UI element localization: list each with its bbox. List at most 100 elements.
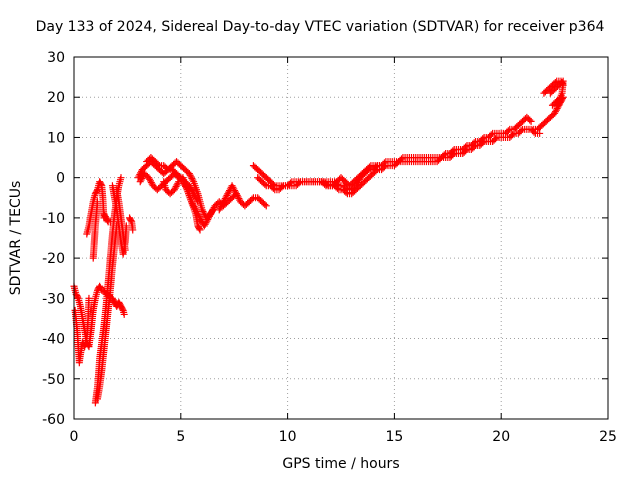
data-point bbox=[233, 191, 241, 199]
data-point bbox=[393, 159, 401, 167]
data-point bbox=[118, 305, 126, 313]
data-point bbox=[235, 195, 243, 203]
data-point bbox=[295, 179, 303, 187]
data-point bbox=[261, 180, 269, 188]
data-point bbox=[192, 195, 200, 203]
data-point bbox=[137, 176, 145, 184]
data-point bbox=[97, 180, 105, 188]
data-point bbox=[449, 151, 457, 159]
data-point bbox=[230, 185, 238, 193]
data-point bbox=[120, 310, 128, 318]
data-point bbox=[187, 173, 195, 181]
data-point bbox=[222, 193, 230, 201]
y-tick-label: -30 bbox=[42, 291, 65, 307]
data-point bbox=[551, 108, 559, 116]
data-point bbox=[248, 195, 256, 203]
data-point bbox=[174, 179, 182, 187]
data-point bbox=[173, 181, 181, 189]
y-tick-label: -40 bbox=[42, 332, 65, 348]
data-point bbox=[278, 183, 286, 191]
data-point bbox=[492, 135, 500, 143]
data-point bbox=[551, 78, 559, 86]
data-point bbox=[261, 200, 269, 208]
y-tick-label: -20 bbox=[42, 251, 65, 267]
x-tick-label: 10 bbox=[279, 429, 297, 445]
data-point bbox=[201, 220, 209, 228]
x-tick-label: 25 bbox=[599, 429, 617, 445]
data-point bbox=[188, 187, 196, 195]
data-point bbox=[74, 293, 82, 301]
data-point bbox=[145, 174, 153, 182]
data-point bbox=[205, 214, 213, 222]
y-tick-label: -10 bbox=[42, 211, 65, 227]
data-point bbox=[146, 177, 154, 185]
data-point bbox=[186, 171, 194, 179]
data-markers bbox=[70, 77, 567, 407]
data-point bbox=[462, 147, 470, 155]
data-point bbox=[380, 163, 388, 171]
data-point bbox=[231, 188, 239, 196]
plot-frame bbox=[73, 56, 609, 420]
data-point bbox=[106, 218, 114, 226]
y-tick-label: 10 bbox=[47, 130, 65, 146]
data-point bbox=[470, 143, 478, 151]
data-point bbox=[127, 217, 135, 225]
data-point bbox=[208, 207, 216, 215]
data-point bbox=[365, 163, 373, 171]
data-point bbox=[189, 176, 197, 184]
data-point bbox=[216, 204, 224, 212]
data-point bbox=[342, 188, 350, 196]
data-point bbox=[200, 209, 208, 217]
data-point bbox=[147, 178, 155, 186]
y-tick-label: -60 bbox=[42, 412, 65, 428]
data-point bbox=[170, 186, 178, 194]
data-point bbox=[154, 160, 162, 168]
x-tick-label: 20 bbox=[492, 429, 510, 445]
data-point bbox=[269, 184, 277, 192]
data-point bbox=[204, 215, 212, 223]
grid-lines bbox=[74, 57, 608, 419]
data-point bbox=[229, 183, 237, 191]
data-point bbox=[436, 155, 444, 163]
data-point bbox=[117, 174, 125, 182]
x-tick-label: 15 bbox=[385, 429, 403, 445]
data-point bbox=[536, 129, 544, 137]
data-point bbox=[479, 139, 487, 147]
data-point bbox=[225, 188, 233, 196]
data-point bbox=[553, 100, 561, 108]
data-point bbox=[138, 174, 146, 182]
y-tick-label: 0 bbox=[56, 171, 65, 187]
data-point bbox=[231, 187, 239, 195]
data-point bbox=[191, 193, 199, 201]
data-point bbox=[228, 182, 236, 190]
data-point bbox=[163, 164, 171, 172]
data-point bbox=[146, 175, 154, 183]
data-point bbox=[220, 198, 228, 206]
data-point bbox=[196, 226, 204, 234]
data-point bbox=[206, 211, 214, 219]
data-point bbox=[121, 246, 129, 254]
data-point bbox=[203, 217, 211, 225]
y-tick-label: 20 bbox=[47, 90, 65, 106]
x-tick-label: 0 bbox=[70, 429, 79, 445]
data-point bbox=[372, 167, 380, 175]
data-point bbox=[323, 180, 331, 188]
axis-ticks: 30 20 10 0 -10 -20 -30 -40 -50 -60 0 5 10 15 20 25 bbox=[42, 50, 617, 445]
data-point bbox=[262, 202, 270, 210]
data-point bbox=[200, 222, 208, 230]
x-axis-label: GPS time / hours bbox=[282, 456, 400, 472]
data-point bbox=[375, 162, 383, 170]
data-point bbox=[234, 193, 242, 201]
data-point bbox=[136, 178, 144, 186]
data-point bbox=[219, 199, 227, 207]
data-point bbox=[205, 212, 213, 220]
data-point bbox=[333, 184, 341, 192]
y-tick-label: -50 bbox=[42, 372, 65, 388]
data-point bbox=[172, 183, 180, 191]
data-point bbox=[517, 127, 525, 135]
data-point bbox=[232, 190, 240, 198]
data-point bbox=[553, 101, 561, 109]
data-point bbox=[199, 207, 207, 215]
data-point bbox=[171, 184, 179, 192]
